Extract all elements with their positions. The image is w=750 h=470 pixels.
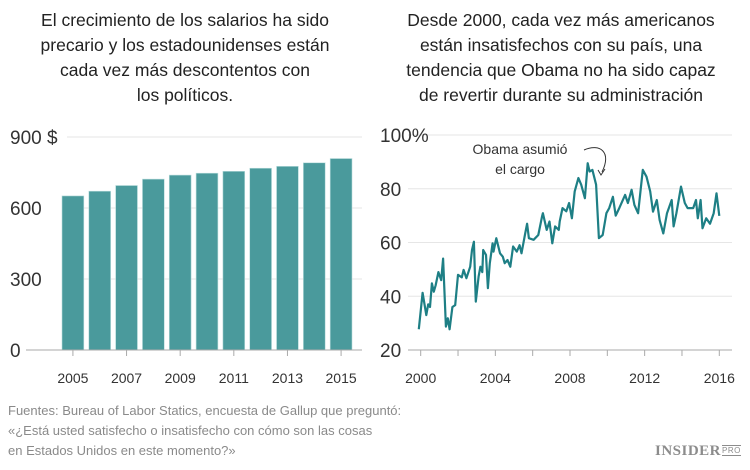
logo-sub: PRO (722, 445, 741, 456)
bar (142, 178, 165, 351)
bar (329, 158, 353, 351)
x-tick-label: 2005 (57, 370, 88, 386)
title-line: precario y los estadounidenses están (40, 35, 330, 55)
x-tick-label: 2013 (272, 370, 303, 386)
x-tick-label: 2016 (704, 370, 735, 386)
bar (88, 190, 111, 351)
line-chart-title: Desde 2000, cada vez más americanos está… (372, 8, 750, 108)
title-line: los políticos. (136, 85, 234, 105)
title-line: están insatisfechos con su país, una (419, 35, 703, 55)
annotation-text: el cargo (495, 161, 545, 177)
dissatisfaction-line (417, 162, 721, 331)
y-tick-label: 40 (380, 287, 401, 308)
annotation-arrow (583, 147, 607, 173)
bar (61, 195, 85, 351)
y-tick-label: 60 (380, 234, 401, 255)
y-tick-label: 300 (10, 270, 42, 291)
annotation-text: Obama asumió (473, 141, 568, 157)
bar (115, 185, 138, 351)
footer-question-cont: en Estados Unidos en este momento?» (8, 443, 236, 458)
annotation-arrowhead (597, 168, 606, 176)
x-tick-label: 2011 (219, 370, 249, 386)
x-tick-label: 2009 (165, 370, 196, 386)
title-line: cada vez más descontentos con (59, 60, 310, 80)
x-tick-label: 2004 (480, 370, 511, 386)
insider-pro-logo: INSIDERPRO (655, 443, 741, 460)
y-tick-label: 80 (380, 180, 401, 201)
title-line: tendencia que Obama no ha sido capaz (406, 60, 716, 80)
y-tick-label: 600 (10, 199, 42, 220)
x-tick-label: 2008 (554, 370, 585, 386)
y-tick-label: 0 (10, 341, 21, 362)
y-tick-label: 20 (380, 341, 401, 362)
bar (249, 167, 272, 351)
footer-question: «¿Está usted satisfecho o insatisfecho c… (8, 423, 373, 438)
y-tick-label: 900 $ (10, 128, 58, 149)
bar (168, 174, 192, 351)
x-tick-label: 2000 (405, 370, 436, 386)
title-line: Desde 2000, cada vez más americanos (407, 10, 715, 30)
title-line: El crecimiento de los salarios ha sido (41, 10, 329, 30)
logo-text: INSIDER (655, 443, 722, 459)
x-tick-label: 2012 (629, 370, 660, 386)
bar (303, 162, 326, 351)
footer-source: Fuentes: Bureau of Labor Statics, encues… (8, 403, 402, 418)
y-tick-label: 100% (380, 126, 429, 147)
x-tick-label: 2015 (326, 370, 357, 386)
bar-chart-title: El crecimiento de los salarios ha sido p… (0, 8, 370, 108)
title-line: de revertir durante su administración (418, 85, 704, 105)
bar (276, 166, 299, 351)
x-tick-label: 2007 (111, 370, 142, 386)
bar (195, 172, 219, 351)
bar (222, 171, 246, 351)
